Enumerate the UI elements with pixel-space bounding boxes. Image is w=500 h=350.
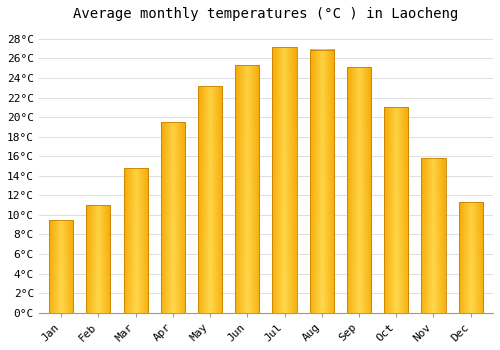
Bar bbox=[86, 205, 110, 313]
Bar bbox=[272, 47, 296, 313]
Bar bbox=[347, 67, 371, 313]
Bar bbox=[458, 202, 483, 313]
Bar bbox=[422, 158, 446, 313]
Bar bbox=[198, 86, 222, 313]
Title: Average monthly temperatures (°C ) in Laocheng: Average monthly temperatures (°C ) in La… bbox=[74, 7, 458, 21]
Bar bbox=[124, 168, 148, 313]
Bar bbox=[160, 122, 185, 313]
Bar bbox=[310, 50, 334, 313]
Bar bbox=[235, 65, 260, 313]
Bar bbox=[49, 220, 73, 313]
Bar bbox=[384, 107, 408, 313]
